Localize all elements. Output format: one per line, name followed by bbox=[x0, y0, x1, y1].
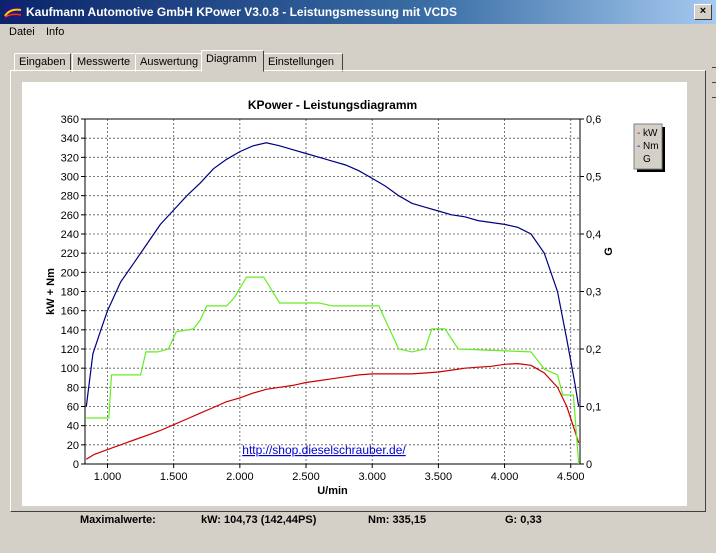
y-left-tick-label: 40 bbox=[67, 421, 79, 433]
summary-kw: kW: 104,73 (142,44PS) bbox=[201, 514, 317, 526]
y-right-tick-label: 0,6 bbox=[586, 114, 601, 126]
summary-label: Maximalwerte: bbox=[80, 514, 156, 526]
window-edge bbox=[708, 24, 716, 553]
y-left-tick-label: 120 bbox=[61, 344, 79, 356]
tab-einstellungen[interactable]: Einstellungen bbox=[263, 53, 343, 72]
y-left-tick-label: 240 bbox=[61, 229, 79, 241]
summary-nm: Nm: 335,15 bbox=[368, 514, 427, 526]
legend-marker-kw: - bbox=[637, 128, 640, 139]
y-left-tick-label: 260 bbox=[61, 210, 79, 222]
legend-item-nm: Nm bbox=[643, 141, 659, 152]
tab-auswertung[interactable]: Auswertung bbox=[135, 53, 203, 72]
x-tick-label: 2.500 bbox=[292, 471, 320, 483]
y-left-tick-label: 80 bbox=[67, 382, 79, 394]
y-left-tick-label: 20 bbox=[67, 440, 79, 452]
tab-diagramm[interactable]: Diagramm bbox=[201, 50, 264, 72]
y-left-tick-label: 60 bbox=[67, 402, 79, 414]
y-right-tick-label: 0,4 bbox=[586, 229, 601, 241]
y-left-axis-label: kW + Nm bbox=[45, 268, 57, 315]
y-left-tick-label: 360 bbox=[61, 114, 79, 126]
close-icon: × bbox=[699, 5, 707, 17]
window-title: Kaufmann Automotive GmbH KPower V3.0.8 -… bbox=[26, 5, 457, 19]
y-right-tick-label: 0,2 bbox=[586, 344, 601, 356]
app-logo-icon bbox=[4, 4, 22, 19]
legend-marker-nm: - bbox=[637, 141, 640, 152]
y-left-tick-label: 340 bbox=[61, 133, 79, 145]
y-right-tick-label: 0,5 bbox=[586, 172, 601, 184]
title-bar: Kaufmann Automotive GmbH KPower V3.0.8 -… bbox=[0, 0, 716, 24]
y-left-tick-label: 280 bbox=[61, 191, 79, 203]
x-tick-label: 2.000 bbox=[226, 471, 254, 483]
x-tick-label: 1.000 bbox=[94, 471, 122, 483]
y-right-tick-label: 0,3 bbox=[586, 287, 601, 299]
x-tick-label: 3.500 bbox=[425, 471, 453, 483]
close-button[interactable]: × bbox=[694, 4, 712, 20]
tab-panel bbox=[10, 70, 706, 512]
menu-datei[interactable]: Datei bbox=[9, 26, 35, 38]
chart-title: KPower - Leistungsdiagramm bbox=[248, 98, 417, 112]
x-tick-label: 3.000 bbox=[358, 471, 386, 483]
y-left-tick-label: 0 bbox=[73, 459, 79, 471]
y-left-tick-label: 160 bbox=[61, 306, 79, 318]
y-right-tick-label: 0,1 bbox=[586, 402, 601, 414]
y-right-tick-label: 0 bbox=[586, 459, 592, 471]
y-left-tick-label: 140 bbox=[61, 325, 79, 337]
series-line-nm bbox=[85, 142, 580, 407]
y-left-tick-label: 200 bbox=[61, 267, 79, 279]
menu-info[interactable]: Info bbox=[46, 26, 65, 38]
x-tick-label: 1.500 bbox=[160, 471, 188, 483]
legend-item-kw: kW bbox=[643, 128, 658, 139]
y-left-tick-label: 220 bbox=[61, 248, 79, 260]
series-line-kw bbox=[85, 362, 580, 460]
power-chart: KPower - Leistungsdiagramm 0 20 40 60 80 100 12… bbox=[45, 98, 665, 497]
x-axis-label: U/min bbox=[317, 485, 348, 497]
legend-box bbox=[633, 123, 663, 170]
legend-item-g: G bbox=[643, 154, 651, 165]
series-line-g bbox=[86, 276, 580, 465]
y-left-tick-label: 320 bbox=[61, 152, 79, 164]
menu-bar: Datei Info bbox=[0, 24, 716, 42]
tab-eingaben[interactable]: Eingaben bbox=[14, 53, 71, 72]
y-left-tick-label: 300 bbox=[61, 172, 79, 184]
x-tick-label: 4.000 bbox=[491, 471, 519, 483]
y-left-tick-label: 100 bbox=[61, 363, 79, 375]
chart-area: KPower - Leistungsdiagramm 0 20 40 60 80 100 12… bbox=[22, 82, 687, 506]
shop-link[interactable]: http://shop.dieselschrauber.de/ bbox=[242, 443, 406, 457]
y-right-axis-label: G bbox=[603, 247, 615, 256]
summary-g: G: 0,33 bbox=[505, 514, 542, 526]
x-tick-label: 4.500 bbox=[557, 471, 585, 483]
tab-messwerte[interactable]: Messwerte bbox=[72, 53, 136, 72]
y-left-tick-label: 180 bbox=[61, 287, 79, 299]
